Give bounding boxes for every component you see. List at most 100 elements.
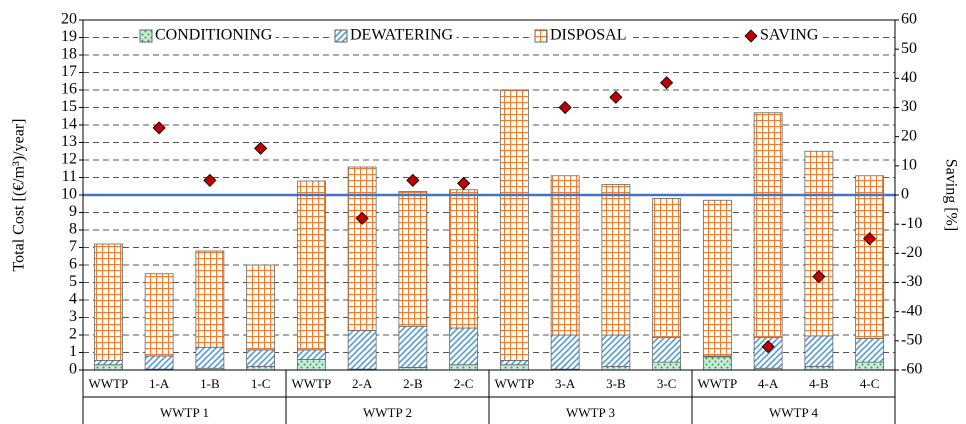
- bar-segment: [246, 349, 276, 367]
- y2-axis-label: Saving [%]: [942, 159, 959, 231]
- bar-segment: [449, 327, 479, 366]
- y2-tick-label: 40: [901, 69, 917, 86]
- group-label: WWTP 2: [363, 405, 412, 420]
- y2-tick-label: -50: [901, 332, 922, 349]
- y-tick-label: 6: [69, 256, 77, 273]
- bar-segment: [499, 364, 529, 371]
- y2-tick-label: 60: [901, 11, 917, 28]
- legend-bg: [533, 26, 630, 46]
- y-tick-label: 19: [61, 28, 77, 45]
- bar-segment: [753, 112, 783, 339]
- y-tick-label: 9: [69, 203, 77, 220]
- y2-tick-label: -60: [901, 361, 922, 378]
- x-tick-label: 1-B: [200, 376, 220, 391]
- x-tick-label: 1-A: [149, 376, 170, 391]
- legend-swatch: [139, 29, 153, 43]
- bar-segment: [246, 366, 276, 371]
- saving-marker: [609, 90, 623, 104]
- x-tick-label: WWTP: [495, 376, 535, 391]
- y-tick-label: 14: [61, 116, 77, 133]
- bar-segment: [246, 264, 276, 351]
- y-tick-label: 20: [61, 11, 77, 28]
- bar-segment: [93, 243, 123, 361]
- bar-segment: [550, 175, 580, 336]
- bar-segment: [601, 366, 631, 371]
- x-tick-label: 3-C: [657, 376, 677, 391]
- saving-marker: [558, 100, 572, 115]
- y-axis-label: Total Cost [(€/m³)/year]: [11, 119, 28, 272]
- x-tick-label: WWTP: [89, 376, 129, 391]
- bar-segment: [550, 334, 580, 370]
- bar-segment: [804, 150, 834, 337]
- saving-marker: [863, 232, 877, 246]
- legend-swatch: [534, 29, 548, 43]
- y2-tick-label: 0: [901, 186, 909, 203]
- bar-segment: [804, 366, 834, 371]
- bar-segment: [855, 175, 885, 339]
- bar-segment: [499, 89, 529, 361]
- bar-segment: [601, 334, 631, 367]
- legend-marker: [744, 29, 758, 43]
- x-tick-label: WWTP: [292, 376, 332, 391]
- x-tick-label: 3-B: [606, 376, 626, 391]
- y-tick-label: 16: [61, 81, 77, 98]
- y2-tick-label: -30: [901, 273, 922, 290]
- y-tick-label: 2: [69, 326, 77, 343]
- y2-tick-label: 20: [901, 127, 917, 144]
- y-tick-label: 10: [61, 186, 77, 203]
- group-label: WWTP 1: [160, 405, 209, 420]
- bar-segment: [347, 330, 377, 370]
- y2-tick-label: -40: [901, 302, 922, 319]
- y-tick-label: 8: [69, 221, 77, 238]
- y-tick-label: 13: [61, 133, 77, 150]
- y-tick-label: 18: [61, 46, 77, 63]
- bar-segment: [296, 349, 326, 360]
- x-tick-label: 2-A: [352, 376, 373, 391]
- saving-marker: [457, 176, 471, 190]
- x-tick-label: 4-B: [809, 376, 829, 391]
- bar-segment: [652, 361, 682, 371]
- group-label: WWTP 4: [769, 405, 818, 420]
- legend-label: DEWATERING: [350, 27, 454, 44]
- y2-tick-label: 10: [901, 157, 917, 174]
- y2-tick-label: 50: [901, 40, 917, 57]
- y-tick-label: 15: [61, 98, 77, 115]
- y-tick-label: 0: [69, 361, 77, 378]
- x-tick-label: 2-B: [403, 376, 423, 391]
- y-tick-label: 5: [69, 273, 77, 290]
- y-tick-label: 17: [61, 63, 77, 80]
- legend-label: DISPOSAL: [550, 27, 626, 44]
- legend-bg: [138, 26, 276, 46]
- y-tick-label: 7: [69, 238, 77, 255]
- bar-segment: [652, 337, 682, 363]
- bar-segment: [702, 199, 732, 357]
- legend-bg: [743, 26, 822, 46]
- legend-label: SAVING: [760, 27, 819, 44]
- bar-segment: [296, 180, 326, 351]
- bar-segment: [804, 335, 834, 367]
- y2-tick-label: 30: [901, 98, 917, 115]
- bar-segment: [652, 198, 682, 339]
- bar-segment: [195, 346, 225, 369]
- bar-segment: [144, 273, 174, 357]
- y-tick-label: 3: [69, 308, 77, 325]
- legend-label: CONDITIONING: [155, 27, 273, 44]
- bar-segment: [702, 356, 732, 371]
- y2-tick-label: -10: [901, 215, 922, 232]
- x-tick-label: 3-A: [555, 376, 576, 391]
- y-tick-label: 11: [62, 168, 77, 185]
- x-tick-label: 2-C: [454, 376, 474, 391]
- bar-segment: [855, 338, 885, 363]
- legend-bg: [333, 26, 457, 46]
- saving-marker: [812, 270, 826, 284]
- x-tick-label: 4-C: [860, 376, 880, 391]
- saving-marker: [254, 141, 268, 155]
- x-tick-label: 4-A: [758, 376, 779, 391]
- y-tick-label: 1: [69, 343, 77, 360]
- bar-segment: [398, 191, 428, 327]
- bar-segment: [499, 359, 529, 366]
- bar-segment: [144, 355, 174, 370]
- saving-marker: [152, 121, 166, 135]
- bar-segment: [296, 359, 326, 371]
